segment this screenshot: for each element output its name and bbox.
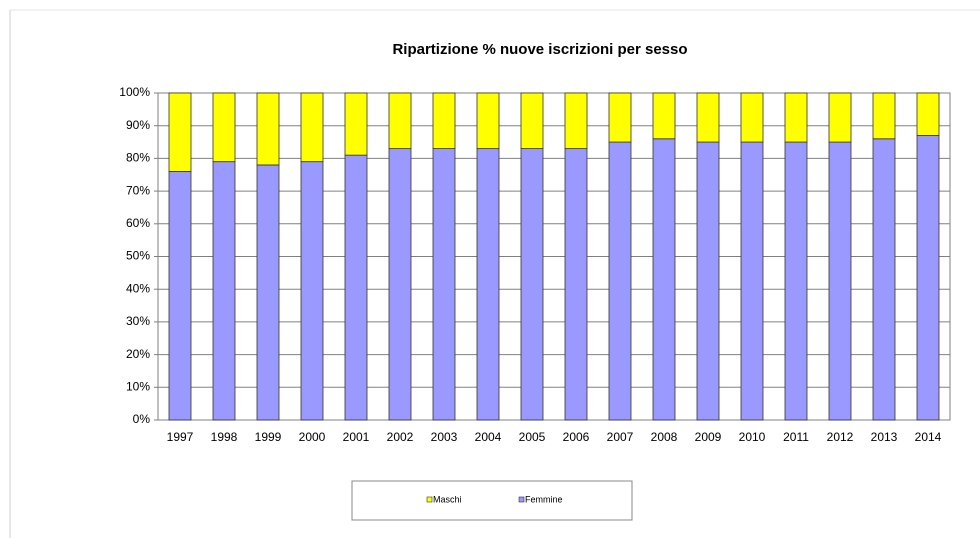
bar-segment <box>476 92 500 149</box>
bar-segment <box>872 92 896 140</box>
bar-segment <box>872 138 896 421</box>
bar-segment <box>916 92 940 136</box>
x-tick-label: 2011 <box>783 430 809 444</box>
legend-swatch <box>426 496 433 503</box>
x-tick-label: 2003 <box>431 430 458 444</box>
bar-segment <box>564 148 588 421</box>
legend-label: Maschi <box>433 494 462 504</box>
bar-segment <box>256 92 280 166</box>
bar-segment <box>608 141 632 421</box>
bar-segment <box>476 148 500 421</box>
bar-segment <box>344 154 368 421</box>
x-tick-label: 2000 <box>299 430 326 444</box>
x-tick-label: 2010 <box>739 430 766 444</box>
x-tick-label: 2014 <box>915 430 942 444</box>
y-tick-label: 10% <box>126 379 150 393</box>
bar-segment <box>696 92 720 143</box>
bar-segment <box>652 138 676 421</box>
x-tick-label: 2002 <box>387 430 414 444</box>
bar-segment <box>300 161 324 421</box>
bar-segment <box>432 148 456 421</box>
y-tick-label: 70% <box>126 183 150 197</box>
y-tick-label: 30% <box>126 314 150 328</box>
x-tick-label: 2004 <box>475 430 502 444</box>
bar-segment <box>212 161 236 421</box>
bar-segment <box>168 92 192 172</box>
bar-segment <box>344 92 368 156</box>
bar-segment <box>784 141 808 421</box>
bar-segment <box>388 148 412 421</box>
x-tick-label: 2009 <box>695 430 722 444</box>
x-tick-label: 1999 <box>255 430 282 444</box>
y-tick-label: 20% <box>126 347 150 361</box>
bar-segment <box>828 92 852 143</box>
x-tick-label: 2008 <box>651 430 678 444</box>
bar-segment <box>608 92 632 143</box>
bar-segment <box>300 92 324 163</box>
bar-segment <box>740 141 764 421</box>
x-tick-label: 2006 <box>563 430 590 444</box>
bar-segment <box>388 92 412 149</box>
bar-segment <box>784 92 808 143</box>
y-tick-label: 90% <box>126 118 150 132</box>
bar-segment <box>256 164 280 421</box>
bar-segment <box>432 92 456 149</box>
x-tick-label: 2013 <box>871 430 898 444</box>
x-tick-label: 1997 <box>167 430 194 444</box>
bar-segment <box>828 141 852 421</box>
legend-swatch <box>518 496 525 503</box>
legend-box <box>351 480 633 521</box>
y-tick-label: 60% <box>126 216 150 230</box>
x-tick-label: 2005 <box>519 430 546 444</box>
bar-segment <box>696 141 720 421</box>
bar-segment <box>168 171 192 421</box>
legend-label: Femmine <box>525 494 563 504</box>
x-tick-label: 1998 <box>211 430 238 444</box>
bar-segment <box>740 92 764 143</box>
x-tick-label: 2012 <box>827 430 854 444</box>
y-tick-label: 100% <box>119 85 150 99</box>
bar-segment <box>652 92 676 140</box>
bar-segment <box>916 135 940 421</box>
y-tick-label: 40% <box>126 281 150 295</box>
bar-segment <box>520 92 544 149</box>
y-tick-label: 0% <box>133 412 151 426</box>
x-tick-label: 2007 <box>607 430 634 444</box>
bar-segment <box>212 92 236 163</box>
x-tick-label: 2001 <box>343 430 370 444</box>
y-tick-label: 80% <box>126 151 150 165</box>
y-tick-label: 50% <box>126 249 150 263</box>
bar-segment <box>564 92 588 149</box>
bar-segment <box>520 148 544 421</box>
chart-title: Ripartizione % nuove iscrizioni per sess… <box>392 41 687 58</box>
